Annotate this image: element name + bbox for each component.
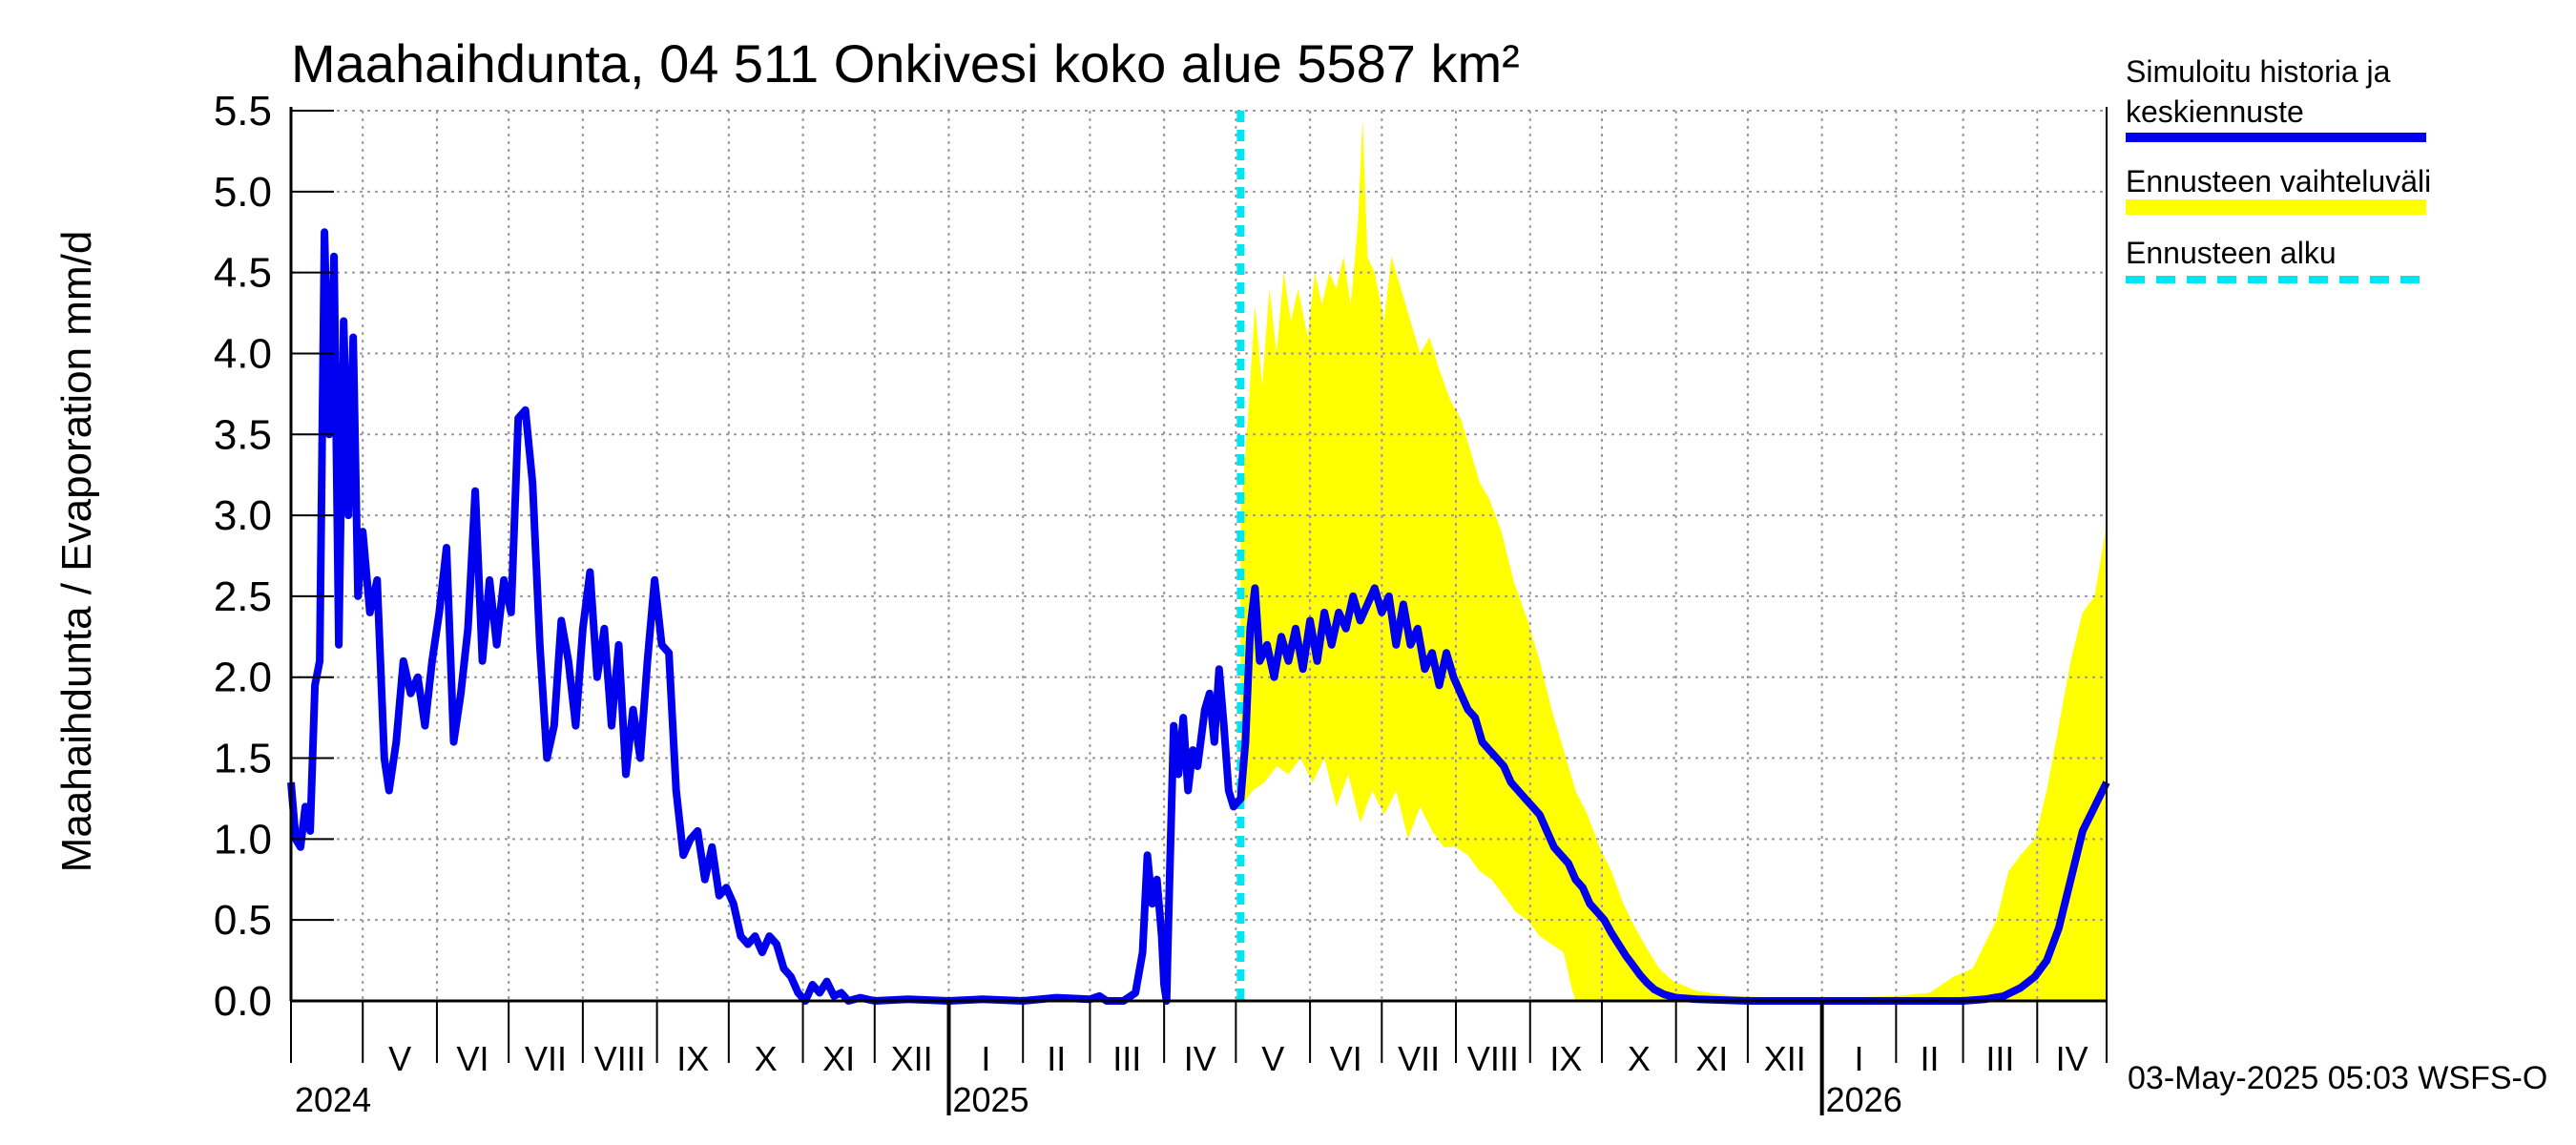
- month-label: III: [1985, 1039, 2014, 1078]
- y-tick-label: 4.5: [214, 250, 272, 297]
- legend-sim-label-line1: Simuloitu historia ja: [2126, 54, 2391, 89]
- month-label: VII: [525, 1039, 567, 1078]
- y-tick-label: 5.5: [214, 88, 272, 135]
- axis-layer: 0.00.51.01.52.02.53.03.54.04.55.05.5V VI V…: [214, 88, 2108, 1119]
- month-label: II: [1920, 1039, 1939, 1078]
- month-label: IX: [1549, 1039, 1582, 1078]
- year-label: 2024: [295, 1080, 371, 1119]
- month-label: II: [1047, 1039, 1066, 1078]
- month-label: VIII: [594, 1039, 646, 1078]
- y-tick-label: 5.0: [214, 169, 272, 216]
- year-label: 2025: [952, 1080, 1028, 1119]
- y-axis-label: Maahaihdunta / Evaporation mm/d: [53, 231, 100, 873]
- month-label: IV: [2056, 1039, 2088, 1078]
- month-label: V: [1261, 1039, 1284, 1078]
- year-label: 2026: [1826, 1080, 1902, 1119]
- month-label: VII: [1398, 1039, 1440, 1078]
- chart-title: Maahaihdunta, 04 511 Onkivesi koko alue …: [291, 33, 1520, 94]
- month-label: XII: [891, 1039, 933, 1078]
- y-tick-label: 0.0: [214, 978, 272, 1025]
- y-tick-label: 2.5: [214, 573, 272, 620]
- month-label: XII: [1764, 1039, 1806, 1078]
- y-tick-label: 0.5: [214, 897, 272, 944]
- series-line: [287, 228, 2110, 1005]
- y-tick-label: 3.5: [214, 411, 272, 458]
- month-label: I: [981, 1039, 990, 1078]
- footer-timestamp: 03-May-2025 05:03 WSFS-O: [2128, 1060, 2547, 1096]
- month-label: X: [1628, 1039, 1651, 1078]
- series-layer: [287, 111, 2110, 1005]
- legend-start-label: Ennusteen alku: [2126, 236, 2337, 270]
- legend: Simuloitu historia ja keskiennuste Ennus…: [2126, 54, 2431, 283]
- y-tick-label: 1.0: [214, 816, 272, 863]
- month-label: IX: [676, 1039, 709, 1078]
- month-label: X: [755, 1039, 778, 1078]
- y-tick-label: 4.0: [214, 330, 272, 377]
- grid-layer: [291, 110, 2107, 1001]
- month-label: I: [1854, 1039, 1863, 1078]
- month-label: VI: [1330, 1039, 1362, 1078]
- forecast-band-layer: [1240, 118, 2107, 1001]
- month-label: IV: [1184, 1039, 1216, 1078]
- month-label: XI: [822, 1039, 855, 1078]
- y-tick-label: 1.5: [214, 736, 272, 782]
- legend-sim-label-line2: keskiennuste: [2126, 94, 2304, 129]
- month-label: VI: [457, 1039, 489, 1078]
- legend-band-label: Ennusteen vaihteluväli: [2126, 164, 2431, 198]
- month-label: III: [1112, 1039, 1141, 1078]
- y-tick-label: 2.0: [214, 655, 272, 701]
- month-label: V: [388, 1039, 411, 1078]
- month-label: VIII: [1467, 1039, 1519, 1078]
- month-label: XI: [1695, 1039, 1728, 1078]
- y-tick-label: 3.0: [214, 492, 272, 539]
- forecast-band: [1240, 118, 2107, 1001]
